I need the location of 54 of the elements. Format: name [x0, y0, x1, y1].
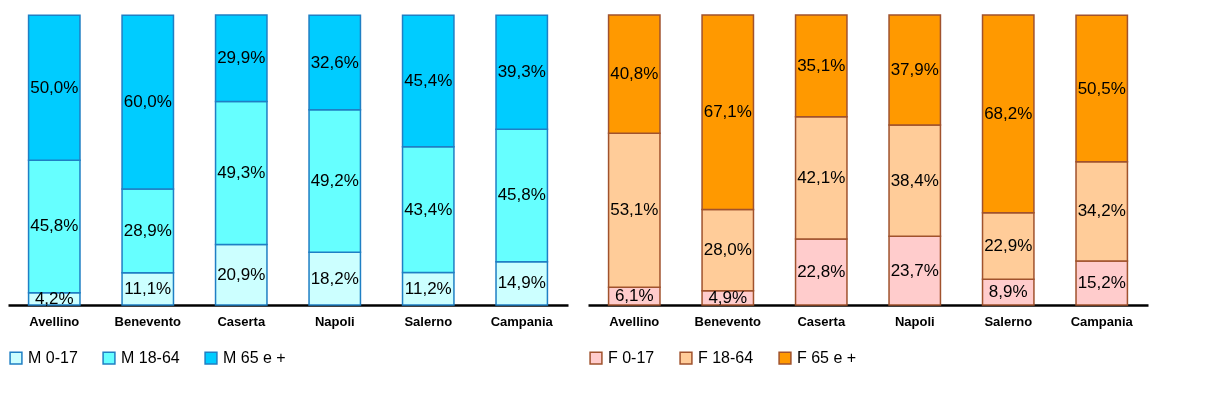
- data-label: 22,8%: [797, 261, 846, 281]
- x-tick-label: Benevento: [694, 313, 762, 329]
- x-tick-label: Salerno: [404, 313, 453, 329]
- x-tick-label: Caserta: [797, 313, 846, 329]
- data-label: 45,8%: [30, 216, 79, 236]
- data-label: 37,9%: [890, 59, 939, 79]
- data-label: 8,9%: [988, 282, 1028, 302]
- x-tick-label: Salerno: [984, 313, 1033, 329]
- data-label: 53,1%: [610, 200, 659, 220]
- data-label: 11,2%: [404, 278, 452, 298]
- legend-label: F 65 e +: [797, 349, 857, 367]
- data-label: 28,0%: [703, 240, 752, 260]
- data-label: 43,4%: [404, 199, 453, 219]
- data-label: 28,9%: [123, 220, 172, 240]
- data-label: 39,3%: [497, 62, 546, 82]
- data-label: 14,9%: [497, 273, 546, 293]
- data-label: 45,8%: [497, 185, 546, 205]
- data-label: 50,5%: [1077, 78, 1126, 98]
- x-tick-label: Benevento: [114, 313, 182, 329]
- data-label: 11,1%: [124, 278, 172, 298]
- data-label: 40,8%: [610, 64, 659, 84]
- data-label: 50,0%: [30, 77, 79, 97]
- data-label: 49,2%: [310, 171, 359, 190]
- data-label: 4,2%: [34, 288, 74, 308]
- data-label: 15,2%: [1077, 272, 1126, 292]
- data-label: 18,2%: [310, 268, 359, 288]
- x-tick-label: Napoli: [314, 313, 355, 329]
- data-label: 38,4%: [890, 170, 939, 190]
- x-tick-label: Campania: [1070, 313, 1134, 329]
- data-label: 45,4%: [404, 71, 453, 91]
- data-label: 20,9%: [217, 264, 266, 284]
- data-label: 23,7%: [890, 260, 939, 280]
- data-label: 34,2%: [1077, 201, 1126, 221]
- x-tick-label: Napoli: [894, 313, 935, 329]
- x-tick-label: Caserta: [217, 313, 266, 329]
- legend-label: F 0-17: [608, 349, 655, 367]
- data-label: 32,6%: [310, 52, 359, 72]
- data-label: 60,0%: [123, 92, 172, 112]
- data-label: 49,3%: [217, 163, 266, 183]
- data-label: 22,9%: [984, 235, 1033, 255]
- x-tick-label: Avellino: [29, 313, 80, 329]
- data-label: 6,1%: [614, 286, 654, 306]
- data-label: 67,1%: [703, 102, 752, 122]
- legend-label: M 0-17: [28, 349, 78, 367]
- data-label: 35,1%: [797, 55, 846, 75]
- data-label: 29,9%: [217, 48, 266, 68]
- data-label: 68,2%: [984, 103, 1033, 123]
- x-tick-label: Campania: [490, 313, 554, 329]
- x-tick-label: Avellino: [609, 313, 660, 329]
- data-label: 42,1%: [797, 167, 846, 187]
- legend-label: F 18-64: [698, 349, 754, 367]
- legend-label: M 18-64: [121, 349, 180, 367]
- legend-label: M 65 e +: [223, 349, 286, 367]
- data-label: 4,9%: [708, 287, 748, 307]
